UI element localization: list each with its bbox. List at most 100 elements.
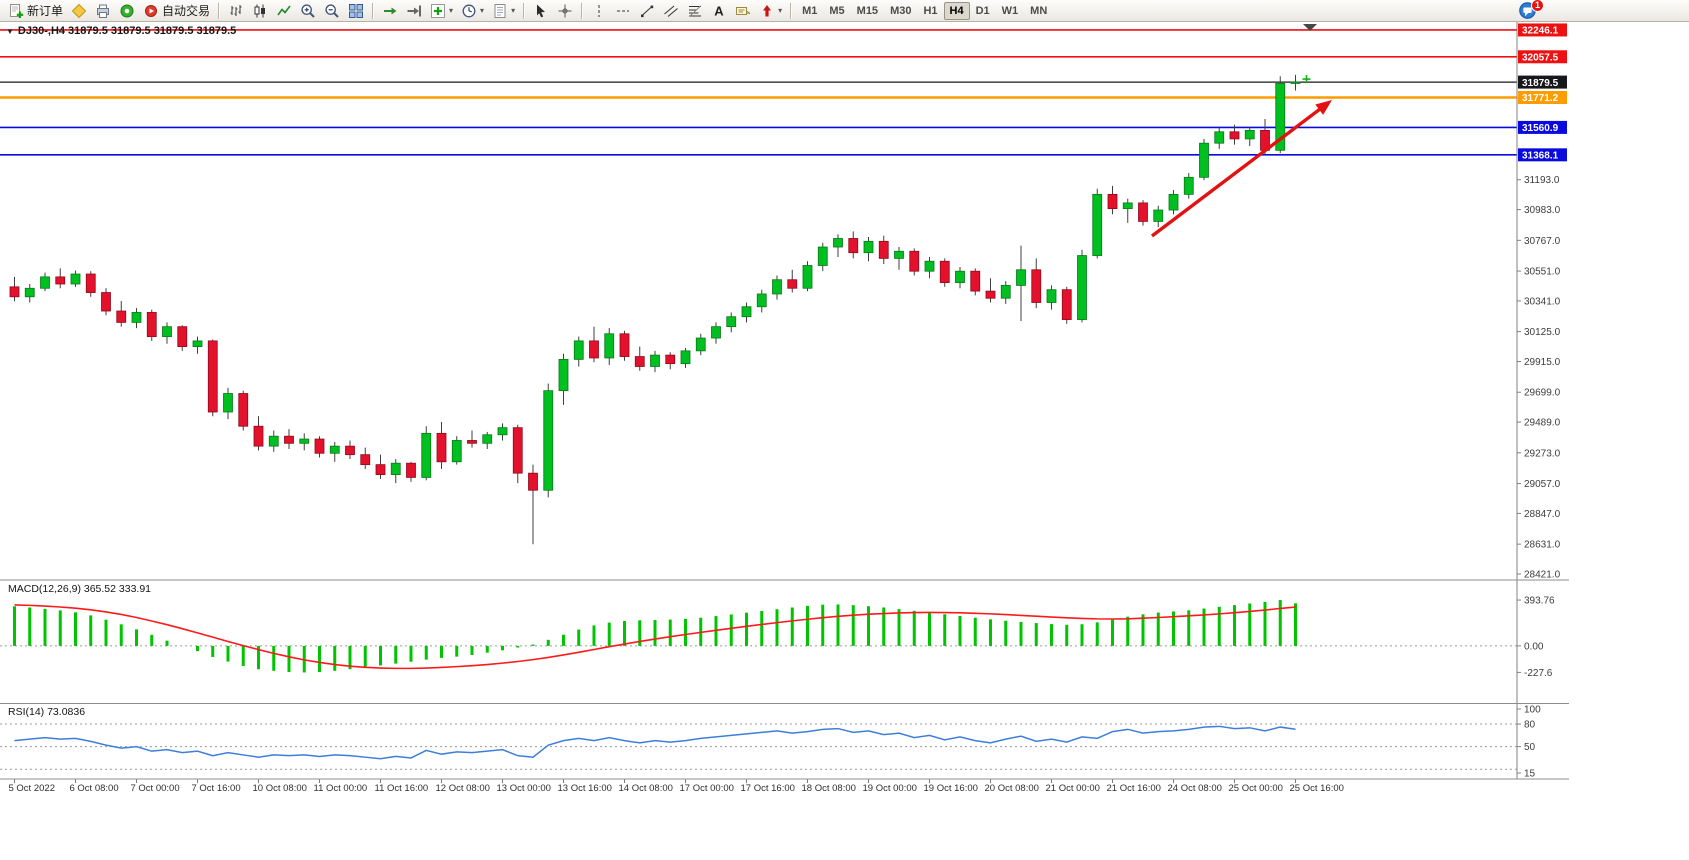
chart-shift-button[interactable] bbox=[402, 1, 426, 21]
candle-down bbox=[619, 333, 630, 357]
candle-down bbox=[284, 435, 294, 444]
price-tick-label: 30767.0 bbox=[1524, 236, 1561, 247]
print-button[interactable] bbox=[91, 1, 115, 21]
bars-chart-button[interactable] bbox=[224, 1, 248, 21]
trendline-button[interactable] bbox=[635, 1, 659, 21]
candle-up bbox=[1046, 289, 1057, 303]
line-chart-button[interactable] bbox=[272, 1, 296, 21]
time-label: 25 Oct 00:00 bbox=[1229, 783, 1283, 794]
timeframe-w1-button[interactable]: W1 bbox=[996, 2, 1025, 20]
candle-down bbox=[360, 454, 371, 466]
candle-up bbox=[70, 273, 81, 285]
horizontal-line-button[interactable] bbox=[611, 1, 635, 21]
time-label: 19 Oct 00:00 bbox=[863, 783, 917, 794]
timeframe-h1-button[interactable]: H1 bbox=[917, 2, 943, 20]
time-label: 18 Oct 08:00 bbox=[802, 783, 856, 794]
dropdown-caret-icon: ▾ bbox=[778, 5, 783, 15]
timeframe-m5-button[interactable]: M5 bbox=[823, 2, 850, 20]
candle-down bbox=[589, 340, 599, 359]
candle-down bbox=[85, 273, 96, 293]
periods-button[interactable]: ▾ bbox=[457, 1, 488, 21]
print-icon bbox=[97, 4, 110, 18]
vertical-line-button[interactable] bbox=[587, 1, 611, 21]
time-label: 14 Oct 08:00 bbox=[619, 783, 673, 794]
candle-down bbox=[314, 438, 325, 454]
notifications-button[interactable]: 1 bbox=[1518, 0, 1544, 21]
timeframe-h4-button[interactable]: H4 bbox=[943, 1, 970, 20]
rsi-scale-label: 80 bbox=[1524, 720, 1536, 731]
time-label: 10 Oct 08:00 bbox=[253, 783, 307, 794]
rsi-line bbox=[14, 725, 1296, 760]
support-line-1-axis-label bbox=[1518, 120, 1567, 134]
time-label: 7 Oct 00:00 bbox=[131, 783, 180, 794]
toolbar-separator bbox=[372, 2, 375, 19]
metaeditor-button[interactable] bbox=[67, 1, 91, 21]
price-tick-label: 28847.0 bbox=[1524, 509, 1561, 520]
autotrading-button[interactable]: 自动交易 bbox=[139, 1, 214, 21]
text-label-icon bbox=[736, 6, 751, 15]
candle-up bbox=[131, 312, 142, 323]
candle-down bbox=[878, 240, 889, 259]
indicators-icon bbox=[431, 3, 446, 18]
candle-down bbox=[665, 354, 676, 365]
zoom-out-button[interactable] bbox=[320, 1, 344, 21]
candle-up bbox=[1092, 193, 1103, 256]
text-label-button[interactable] bbox=[731, 1, 755, 21]
arrows-button[interactable]: ▾ bbox=[755, 1, 786, 21]
timeframe-m1-button[interactable]: M1 bbox=[796, 2, 823, 20]
channel-button[interactable] bbox=[659, 1, 683, 21]
candle-up bbox=[24, 287, 35, 298]
rsi-scale-label: 15 bbox=[1524, 769, 1536, 780]
candle-up bbox=[40, 276, 50, 289]
candle-up bbox=[955, 270, 965, 283]
candle-down bbox=[1031, 269, 1042, 303]
price-tick-label: 29699.0 bbox=[1524, 388, 1561, 399]
candle-up bbox=[695, 337, 706, 352]
text-icon: A bbox=[714, 3, 724, 18]
candle-up bbox=[924, 260, 935, 272]
new-order-button[interactable]: 新订单 bbox=[4, 1, 67, 21]
candle-down bbox=[970, 270, 981, 292]
autotrading-icon bbox=[145, 4, 158, 17]
candle-down bbox=[101, 292, 111, 312]
zoom-in-button[interactable] bbox=[296, 1, 320, 21]
text-button[interactable]: A bbox=[707, 1, 731, 21]
new-order-label: 新订单 bbox=[27, 4, 64, 18]
indicators-button[interactable]: ▾ bbox=[426, 1, 457, 21]
crosshair-button[interactable] bbox=[553, 1, 577, 21]
templates-button[interactable]: ▾ bbox=[488, 1, 519, 21]
current-price-line-axis-label bbox=[1518, 75, 1567, 89]
timeframe-m30-button[interactable]: M30 bbox=[884, 2, 917, 20]
trend-arrow-line[interactable] bbox=[1150, 103, 1327, 238]
one-click-trading-toggle-icon[interactable]: ▼ bbox=[6, 26, 14, 36]
timeframe-m15-button[interactable]: M15 bbox=[851, 2, 884, 20]
candle-up bbox=[833, 238, 843, 248]
price-tick-label: 30551.0 bbox=[1524, 267, 1561, 278]
dropdown-caret-icon: ▾ bbox=[511, 5, 516, 15]
timeframe-d1-button[interactable]: D1 bbox=[970, 2, 996, 20]
vertical-line-icon bbox=[598, 4, 600, 17]
chart-canvas[interactable]: 31193.0 30983.0 30767.0 30551.0 30341.0 30125… bbox=[0, 0, 1569, 860]
current-price-line-axis-label-text: 31879.5 bbox=[1522, 78, 1559, 89]
toolbar-separator bbox=[581, 2, 584, 19]
tile-windows-button[interactable] bbox=[344, 1, 368, 21]
autotrading-label: 自动交易 bbox=[162, 4, 211, 18]
price-tick-label: 28421.0 bbox=[1524, 570, 1561, 581]
time-label: 24 Oct 08:00 bbox=[1168, 783, 1222, 794]
candle-up bbox=[558, 358, 569, 392]
cursor-button[interactable] bbox=[529, 1, 553, 21]
timeframe-mn-button[interactable]: MN bbox=[1024, 2, 1053, 20]
candle-up bbox=[162, 326, 172, 338]
community-button[interactable] bbox=[115, 1, 139, 21]
candle-up bbox=[726, 316, 737, 328]
candle-up bbox=[894, 250, 904, 259]
time-label: 20 Oct 08:00 bbox=[985, 783, 1039, 794]
fibonacci-button[interactable] bbox=[683, 1, 707, 21]
auto-scroll-button[interactable] bbox=[378, 1, 402, 21]
resistance-line-2-axis-label-text: 32057.5 bbox=[1522, 52, 1559, 63]
candle-up bbox=[1153, 209, 1164, 222]
chart-shift-marker-icon[interactable] bbox=[1303, 24, 1317, 31]
price-axis[interactable] bbox=[1517, 22, 1569, 779]
candlestick-chart-button[interactable] bbox=[248, 1, 272, 21]
candle-up bbox=[451, 440, 462, 463]
